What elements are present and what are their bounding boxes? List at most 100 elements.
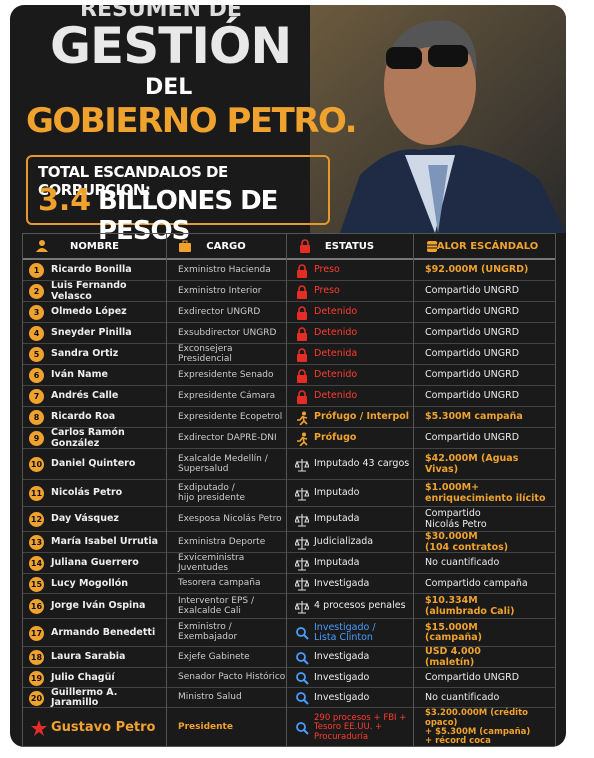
scandal-value: $3.200.000M (crédito opaco) + $5.300M (c… <box>425 708 531 747</box>
scandal-value: Compartido UNGRD <box>425 671 520 683</box>
row-divider <box>23 707 555 708</box>
row-number: 11 <box>29 486 44 501</box>
icon <box>297 368 307 383</box>
row-number: 15 <box>29 576 44 592</box>
cargo: Exministra Deporte <box>178 536 266 547</box>
icon <box>296 692 309 705</box>
status: Investigado <box>314 671 370 683</box>
row-number: 16 <box>29 599 44 614</box>
total-unit: BILLONES DE PESOS <box>98 186 278 246</box>
name: Julio Chagüí <box>51 671 115 683</box>
icon <box>295 536 309 550</box>
column-header: VALOR ESCÁNDALO <box>429 240 539 252</box>
title: GOBIERNO PETRO. <box>26 101 358 141</box>
icon <box>295 600 309 614</box>
status: Investigado <box>314 691 370 703</box>
row-divider <box>23 552 555 553</box>
icon <box>295 557 309 571</box>
scandal-value: $5.300M campaña <box>425 411 523 423</box>
row-number: 2 <box>29 284 44 299</box>
scandal-value: Compartido UNGRD <box>425 285 520 297</box>
cargo: Exministro / Exembajador <box>178 622 238 642</box>
row-number: 14 <box>29 556 44 571</box>
title: DEL <box>145 75 193 100</box>
name: Laura Sarabia <box>51 651 126 663</box>
name: Iván Name <box>51 369 108 381</box>
column-divider <box>286 234 287 746</box>
row-number: 19 <box>29 670 44 686</box>
scandal-value: $42.000M (Aguas Vivas) <box>425 453 519 475</box>
scandal-value: $1.000M+ enriquecimiento ilícito <box>425 482 546 504</box>
name: Ricardo Roa <box>51 411 116 423</box>
column-header: NOMBRE <box>70 240 119 252</box>
cargo: Expresidente Ecopetrol <box>178 411 283 422</box>
scandal-value: USD 4.000 (maletín) <box>425 646 481 668</box>
cargo: Exministro Hacienda <box>178 264 271 275</box>
name: Armando Benedetti <box>51 626 156 638</box>
row-number: 7 <box>29 389 44 404</box>
cargo: Tesorera campaña <box>178 578 261 589</box>
cargo: Exdirector UNGRD <box>178 306 261 317</box>
scandal-value: Compartido UNGRD <box>425 348 520 360</box>
column-header: ESTATUS <box>324 240 375 252</box>
cargo: Interventor EPS / Exalcalde Cali <box>178 595 255 616</box>
icon <box>297 389 307 404</box>
status: Detenido <box>314 306 358 318</box>
cargo: Exdiputado / hijo presidente <box>178 482 246 503</box>
photo <box>310 5 566 233</box>
cargo: Expresidente Senado <box>178 369 274 380</box>
status: Investigado / Lista Clinton <box>314 621 376 643</box>
cargo: Presidente <box>178 722 233 733</box>
row-divider <box>23 280 555 281</box>
cargo: Senador Pacto Histórico <box>178 672 286 683</box>
scandal-value: Compartido UNGRD <box>425 327 520 339</box>
icon <box>297 347 307 362</box>
column-divider <box>166 234 167 746</box>
icon <box>31 720 47 736</box>
row-divider <box>23 506 555 507</box>
icon <box>427 241 437 252</box>
scandal-value: Compartido UNGRD <box>425 306 520 318</box>
scandal-value: Compartido UNGRD <box>425 390 520 402</box>
row-divider <box>23 406 555 407</box>
row-number: 5 <box>29 347 44 362</box>
scandal-value: No cuantificado <box>425 557 500 569</box>
status: 4 procesos penales <box>314 600 406 612</box>
scandal-value: Compartido UNGRD <box>425 432 520 444</box>
status: Imputada <box>314 557 360 569</box>
icon <box>179 240 191 252</box>
scandal-value: $30.000M (104 contratos) <box>425 531 509 553</box>
status: Detenido <box>314 369 358 381</box>
name: Andrés Calle <box>51 390 119 402</box>
cargo: Exsubdirector UNGRD <box>178 327 277 338</box>
cargo: Ministro Salud <box>178 692 242 703</box>
icon <box>297 305 307 320</box>
name: Day Vásquez <box>51 513 119 525</box>
row-divider <box>23 448 555 449</box>
scandal-value: $15.000M (campaña) <box>425 621 483 643</box>
row-number: 20 <box>29 690 44 706</box>
row-divider <box>23 646 555 647</box>
row-number: 13 <box>29 535 44 550</box>
row-divider <box>23 364 555 365</box>
name: Daniel Quintero <box>51 458 136 470</box>
row-number: 17 <box>29 625 44 641</box>
status: Prófugo <box>314 432 357 444</box>
scandal-value: Compartido Nicolás Petro <box>425 508 487 530</box>
name: Olmedo López <box>51 306 127 318</box>
icon <box>295 458 309 472</box>
status: Imputada <box>314 513 360 525</box>
row-divider <box>23 385 555 386</box>
icon <box>295 513 309 527</box>
row-divider <box>23 427 555 428</box>
status: Prófugo / Interpol <box>314 411 410 423</box>
status: Detenido <box>314 390 358 402</box>
icon <box>297 284 307 299</box>
name: Lucy Mogollón <box>51 577 129 589</box>
name: María Isabel Urrutia <box>51 536 158 548</box>
scandal-value: $92.000M (UNGRD) <box>425 264 529 276</box>
row-number: 8 <box>29 410 44 425</box>
row-divider <box>23 667 555 668</box>
name: Sandra Ortiz <box>51 348 119 360</box>
